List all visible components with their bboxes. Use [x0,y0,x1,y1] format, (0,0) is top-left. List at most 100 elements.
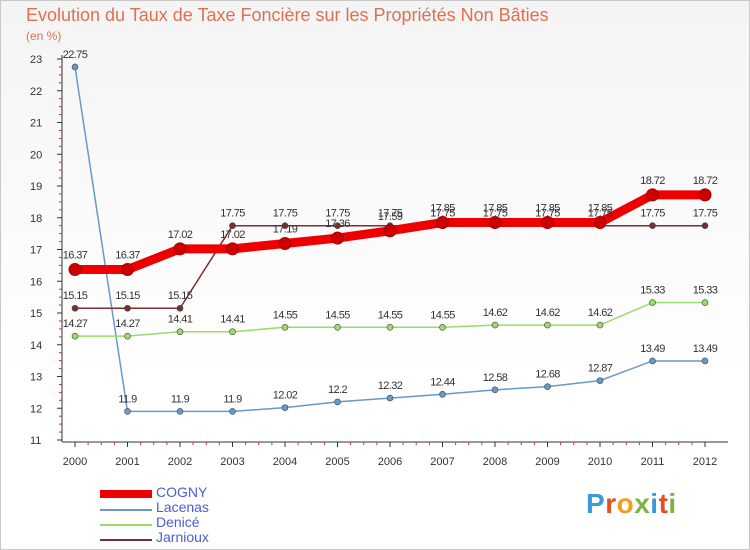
data-label-cogny: 17.85 [588,203,613,215]
x-tick-label: 2004 [273,456,297,468]
y-tick-label: 11 [30,435,41,447]
data-label-denice: 14.62 [535,307,560,319]
data-label-lacenas: 13.49 [640,343,665,355]
data-label-jarnioux: 17.75 [483,208,508,220]
data-point-jarnioux [176,304,184,312]
y-tick-label: 22 [30,86,42,98]
data-point-jarnioux [229,222,236,229]
data-label-denice: 15.33 [640,285,665,297]
data-point-jarnioux [649,222,656,229]
data-point-jarnioux [71,304,79,312]
data-point-cogny [541,216,554,230]
legend-swatch-lacenas [100,509,152,511]
logo-letter: t [658,488,669,519]
data-point-lacenas [229,408,236,415]
data-point-lacenas [544,383,551,390]
data-point-cogny [173,242,187,256]
data-label-jarnioux: 17.75 [220,208,245,220]
y-tick-label: 19 [30,181,42,193]
data-label-lacenas: 12.2 [328,384,347,396]
data-label-jarnioux: 17.75 [640,208,665,220]
y-tick-label: 23 [30,54,42,66]
data-point-denice [334,323,341,331]
y-tick-label: 14 [30,340,42,352]
legend-label-lacenas: Lacenas [156,499,209,515]
data-label-denice: 14.41 [220,314,245,326]
x-tick-label: 2002 [168,456,192,468]
data-label-cogny: 18.72 [640,175,665,187]
data-label-cogny: 17.02 [168,229,193,241]
x-tick-label: 2009 [535,456,559,468]
legend-swatch-cogny [100,490,152,498]
logo-letter: P [586,488,606,519]
data-point-denice [71,332,79,340]
data-point-denice [229,328,236,336]
data-point-cogny [698,188,712,202]
data-label-cogny: 18.72 [693,175,718,187]
data-label-jarnioux: 17.75 [693,208,718,220]
data-point-lacenas [334,398,341,406]
x-tick-label: 2010 [588,456,612,468]
x-tick-label: 2003 [220,456,244,468]
x-tick-label: 2000 [63,456,87,468]
data-label-denice: 14.27 [63,318,88,330]
y-tick-label: 21 [30,118,42,130]
data-label-lacenas: 12.58 [483,372,508,384]
data-label-denice: 14.55 [378,309,403,321]
data-label-cogny: 16.37 [115,250,140,262]
y-tick-label: 12 [30,403,42,415]
data-point-jarnioux [334,222,341,229]
legend-label-denice: Denicé [156,514,200,530]
data-point-cogny [646,188,659,202]
data-label-denice: 14.55 [430,309,455,321]
data-label-jarnioux: 17.75 [535,208,560,220]
data-label-lacenas: 11.9 [223,393,242,405]
data-point-cogny [436,216,449,230]
data-point-cogny [593,216,607,230]
x-tick-label: 2012 [693,456,717,468]
y-tick-label: 13 [30,372,42,384]
legend-swatch-jarnioux [100,539,152,541]
data-point-lacenas [176,408,184,415]
legend-label-cogny: COGNY [156,484,208,500]
data-label-lacenas: 11.9 [118,393,137,405]
data-label-cogny: 17.02 [220,229,245,241]
x-tick-label: 2007 [430,456,454,468]
data-label-cogny: 17.36 [325,218,350,230]
data-point-cogny [121,263,134,277]
data-label-cogny: 17.85 [430,203,455,215]
unit-label: (en %) [26,29,62,43]
proxiti-logo: Proxiti [586,488,677,520]
data-point-lacenas [386,394,394,402]
data-label-lacenas: 11.9 [171,393,190,405]
data-label-denice: 14.55 [325,309,350,321]
data-label-denice: 14.55 [273,309,298,321]
data-label-jarnioux: 17.75 [378,208,403,220]
data-label-denice: 15.33 [693,285,718,297]
data-point-jarnioux [281,222,289,229]
logo-letter: o [616,488,635,519]
logo-letter: i [668,488,677,519]
data-point-denice [124,332,131,340]
data-label-jarnioux: 17.75 [588,208,613,220]
data-point-jarnioux [124,304,131,312]
data-label-cogny: 17.59 [378,211,403,223]
data-point-jarnioux [701,222,709,229]
data-point-cogny [331,231,344,245]
data-label-denice: 14.62 [483,307,508,319]
data-label-lacenas: 12.32 [378,380,403,392]
y-tick-label: 15 [30,308,42,320]
data-label-jarnioux: 15.15 [168,290,193,302]
data-label-lacenas: 12.02 [273,390,298,402]
data-point-lacenas [596,377,604,384]
data-point-lacenas [649,357,656,365]
y-tick-label: 17 [30,245,42,257]
data-point-cogny [68,263,82,277]
data-label-lacenas: 12.44 [430,376,455,388]
data-point-cogny [226,242,239,256]
logo-letter: x [634,488,651,519]
data-label-jarnioux: 15.15 [63,290,88,302]
data-point-denice [544,321,551,329]
data-point-lacenas [124,408,131,415]
y-tick-label: 20 [30,149,42,161]
